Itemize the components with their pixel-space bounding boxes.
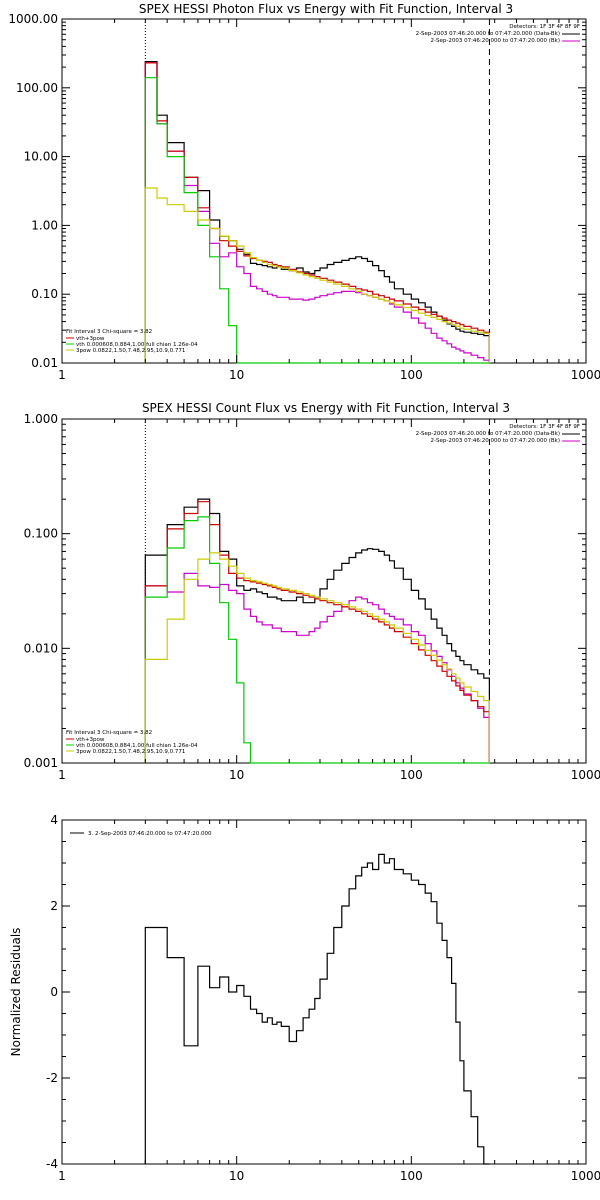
plot-marks bbox=[144, 19, 490, 364]
info-line: Detectors: 1F 3F 4F 8F 9F bbox=[509, 424, 580, 430]
legend-label: 3. 2-Sep-2003 07:46:20.000 to 07:47:20.0… bbox=[88, 831, 212, 837]
y-tick-label: -2 bbox=[46, 1071, 58, 1085]
y-tick-label: 0 bbox=[50, 985, 58, 999]
info-line: 2-Sep-2003 07:46:20.000 to 07:47:20.000 … bbox=[416, 31, 560, 37]
axis-ticks: 1 10 100 1000 0.01 0.10 1.00 10.00 100.00 1000.00 bbox=[8, 12, 600, 382]
x-tick-label: 1 bbox=[58, 768, 66, 782]
photon-flux-panel: SPEX HESSI Photon Flux vs Energy with Fi… bbox=[8, 2, 600, 382]
y-tick-label: 0.01 bbox=[31, 356, 58, 370]
series-line-vth bbox=[144, 77, 490, 364]
axis-ticks: 1 10 100 1000 -4 -2 0 2 4 bbox=[46, 813, 600, 1183]
y-tick-label: 1.000 bbox=[24, 412, 58, 426]
fit-info-line: 3pow 0.0822,1.50,7.48,2.95,10.9,0.771 bbox=[76, 749, 185, 755]
series-line-3pow bbox=[144, 187, 490, 363]
x-tick-label: 100 bbox=[400, 768, 423, 782]
y-axis-label: Normalized Residuals bbox=[9, 928, 23, 1057]
axis-ticks: 1 10 100 1000 0.001 0.010 0.100 1.000 bbox=[24, 412, 600, 782]
panel-title: SPEX HESSI Photon Flux vs Energy with Fi… bbox=[139, 2, 513, 16]
plot-frame bbox=[61, 418, 587, 764]
info-line: Detectors: 1F 3F 4F 8F 9F bbox=[509, 24, 580, 30]
y-tick-label: -4 bbox=[46, 1157, 58, 1171]
fit-info-line: vth 0.000608,0.884,1.00 full chian 1.26e… bbox=[76, 342, 198, 348]
series-line-vth-3pow bbox=[144, 62, 490, 363]
series-line-bk bbox=[144, 572, 490, 763]
series-line-data-bk bbox=[144, 61, 490, 363]
x-tick-label: 1 bbox=[58, 368, 66, 382]
series-line-vth bbox=[144, 516, 490, 764]
fit-info-line: vth+3pow bbox=[76, 737, 105, 743]
series-line-data-bk bbox=[144, 498, 490, 763]
plot-marks bbox=[144, 853, 490, 1165]
count-flux-panel: SPEX HESSI Count Flux vs Energy with Fit… bbox=[24, 401, 600, 782]
y-tick-label: 0.100 bbox=[24, 527, 58, 541]
info-line: 2-Sep-2003 07:46:20.000 to 07:47:20.000 … bbox=[431, 38, 561, 44]
y-tick-label: 0.010 bbox=[24, 641, 58, 655]
fit-info-line: vth 0.000608,0.884,1.00 full chian 1.26e… bbox=[76, 743, 198, 749]
x-tick-label: 1 bbox=[58, 1169, 66, 1183]
x-tick-label: 1000 bbox=[571, 1169, 600, 1183]
plot-marks bbox=[144, 419, 490, 764]
x-tick-label: 10 bbox=[229, 768, 244, 782]
y-tick-label: 1000.00 bbox=[8, 12, 58, 26]
residuals-panel: 1 10 100 1000 -4 -2 0 2 4 3. 2-Sep-2003 07:46:20… bbox=[9, 813, 600, 1183]
series-line-vth-3pow bbox=[144, 501, 490, 763]
fit-info-line: Fit Interval 3 Chi-square = 3.82 bbox=[66, 329, 152, 335]
info-line: 2-Sep-2003 07:46:20.000 to 07:47:20.000 … bbox=[416, 431, 560, 437]
y-tick-label: 1.00 bbox=[31, 218, 58, 232]
plot-frame bbox=[61, 819, 587, 1165]
x-tick-label: 100 bbox=[400, 368, 423, 382]
x-tick-label: 1000 bbox=[571, 368, 600, 382]
panel-title: SPEX HESSI Count Flux vs Energy with Fit… bbox=[142, 401, 510, 415]
y-tick-label: 10.00 bbox=[24, 150, 58, 164]
series-line-bk bbox=[144, 62, 490, 363]
x-tick-label: 100 bbox=[400, 1169, 423, 1183]
x-tick-label: 10 bbox=[229, 368, 244, 382]
x-tick-label: 1000 bbox=[571, 768, 600, 782]
plot-frame bbox=[61, 18, 587, 364]
y-tick-label: 4 bbox=[50, 813, 58, 827]
y-tick-label: 2 bbox=[50, 899, 58, 913]
y-tick-label: 0.10 bbox=[31, 287, 58, 301]
series-line-residuals bbox=[144, 853, 490, 1165]
fit-info-line: vth+3pow bbox=[76, 336, 105, 342]
y-tick-label: 0.001 bbox=[24, 756, 58, 770]
x-tick-label: 10 bbox=[229, 1169, 244, 1183]
fit-info-line: Fit Interval 3 Chi-square = 3.82 bbox=[66, 730, 152, 736]
series-line-3pow bbox=[144, 552, 490, 763]
y-tick-label: 100.00 bbox=[16, 81, 58, 95]
info-line: 2-Sep-2003 07:46:20.000 to 07:47:20.000 … bbox=[431, 438, 561, 444]
fit-info-line: 3pow 0.0822,1.50,7.48,2.95,10.9,0.771 bbox=[76, 348, 185, 354]
